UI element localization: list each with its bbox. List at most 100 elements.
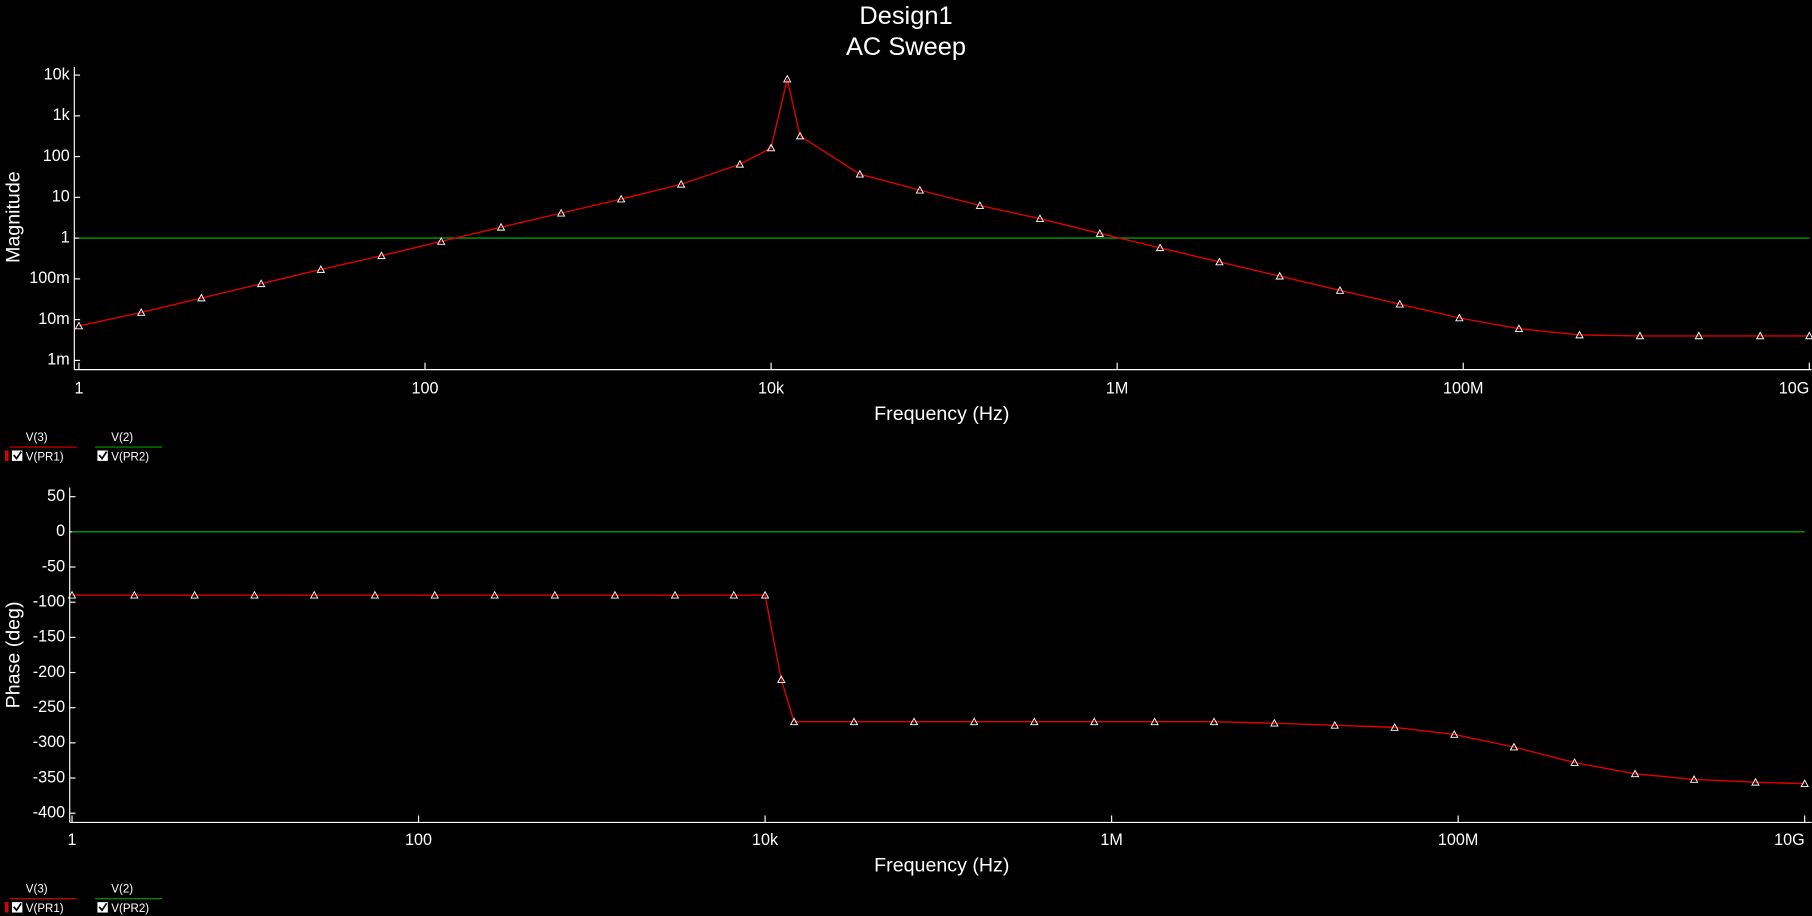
data-marker xyxy=(783,74,792,83)
data-marker xyxy=(1030,717,1039,726)
data-marker xyxy=(1751,777,1760,786)
y-tick-label: -400 xyxy=(33,803,65,821)
data-marker xyxy=(1090,717,1099,726)
data-marker xyxy=(74,321,84,330)
y-tick-label: 50 xyxy=(47,487,65,505)
y-tick-label: 10m xyxy=(38,310,69,328)
data-marker xyxy=(1635,331,1645,340)
data-marker xyxy=(915,185,925,194)
data-marker xyxy=(1155,243,1165,252)
legend-checkbox[interactable] xyxy=(97,902,108,913)
legend-checkbox[interactable] xyxy=(11,902,23,913)
data-marker xyxy=(1455,313,1464,322)
data-marker xyxy=(1095,229,1105,237)
data-marker xyxy=(309,590,319,599)
legend-label: V(2) xyxy=(111,432,133,444)
y-tick-label: 10 xyxy=(52,188,70,206)
data-marker xyxy=(496,222,506,231)
data-marker xyxy=(1390,722,1399,731)
checkmark xyxy=(98,902,108,912)
y-tick-label: 0 xyxy=(56,522,65,540)
data-marker xyxy=(556,208,566,217)
y-tick-label: 1k xyxy=(53,106,71,124)
x-tick-label: 10k xyxy=(758,380,785,398)
data-marker xyxy=(735,159,745,168)
x-tick-label: 1M xyxy=(1100,831,1122,849)
legend-active xyxy=(5,450,9,461)
data-marker xyxy=(1270,718,1279,727)
data-marker xyxy=(1805,331,1812,340)
y-axis-label: Phase (deg) xyxy=(2,601,24,708)
series-line xyxy=(78,78,1810,337)
data-marker xyxy=(849,717,859,726)
data-marker xyxy=(316,265,326,273)
data-marker xyxy=(256,279,266,288)
y-tick-label: 1m xyxy=(47,351,69,369)
data-marker xyxy=(795,131,805,140)
legend-checkbox[interactable] xyxy=(11,450,23,461)
data-marker xyxy=(1150,717,1159,726)
legend-probe: V(PR1) xyxy=(26,451,64,463)
y-tick-label: 10k xyxy=(44,65,71,83)
data-marker xyxy=(909,717,919,726)
data-marker xyxy=(969,717,979,726)
y-tick-label: -150 xyxy=(33,628,65,646)
data-marker xyxy=(197,293,206,302)
data-marker xyxy=(1330,720,1339,729)
data-marker xyxy=(777,675,786,683)
data-marker xyxy=(1694,331,1704,340)
data-marker xyxy=(136,308,146,316)
legend-probe: V(PR2) xyxy=(111,451,149,463)
data-marker xyxy=(1689,775,1699,783)
data-marker xyxy=(370,590,380,599)
chart-subtitle: AC Sweep xyxy=(846,33,966,61)
x-tick-label: 1 xyxy=(74,380,83,398)
data-marker xyxy=(1509,742,1519,751)
data-marker xyxy=(766,143,776,152)
data-marker xyxy=(729,590,739,599)
data-marker xyxy=(676,179,686,188)
legend-label: V(3) xyxy=(26,883,48,895)
y-tick-label: 100 xyxy=(43,147,70,165)
data-marker xyxy=(1335,286,1345,294)
y-tick-label: -300 xyxy=(33,733,65,751)
data-marker xyxy=(610,590,620,599)
x-tick-label: 100M xyxy=(1443,380,1483,398)
data-marker xyxy=(1514,324,1524,333)
y-tick-label: 1 xyxy=(61,228,70,246)
data-marker xyxy=(789,717,799,726)
data-marker xyxy=(1450,729,1459,738)
data-marker xyxy=(250,590,259,599)
series-line xyxy=(72,594,1805,785)
data-marker xyxy=(1630,769,1640,778)
chart-title: Design1 xyxy=(859,2,952,30)
data-marker xyxy=(550,590,560,599)
x-tick-label: 10G xyxy=(1779,380,1810,398)
y-axis-label: Magnitude xyxy=(2,171,24,263)
data-marker xyxy=(430,590,439,599)
data-marker xyxy=(1395,299,1405,308)
x-tick-label: 10k xyxy=(752,831,779,849)
legend-probe: V(PR1) xyxy=(26,903,64,915)
data-marker xyxy=(436,236,446,245)
data-marker xyxy=(490,590,499,599)
data-marker xyxy=(670,590,680,599)
x-axis-label: Frequency (Hz) xyxy=(874,855,1009,877)
x-tick-label: 1 xyxy=(68,831,77,849)
x-axis-label: Frequency (Hz) xyxy=(874,403,1009,425)
x-tick-label: 100 xyxy=(405,831,432,849)
checkmark xyxy=(13,902,22,912)
data-marker xyxy=(67,590,77,599)
data-marker xyxy=(130,590,139,599)
y-tick-label: -200 xyxy=(33,663,65,681)
data-marker xyxy=(855,169,865,178)
legend-checkbox[interactable] xyxy=(97,450,108,461)
y-tick-label: -50 xyxy=(42,557,65,575)
data-marker xyxy=(1275,271,1284,280)
y-tick-label: 100m xyxy=(29,269,69,287)
x-tick-label: 1M xyxy=(1106,380,1128,398)
legend-probe: V(PR2) xyxy=(111,903,149,915)
